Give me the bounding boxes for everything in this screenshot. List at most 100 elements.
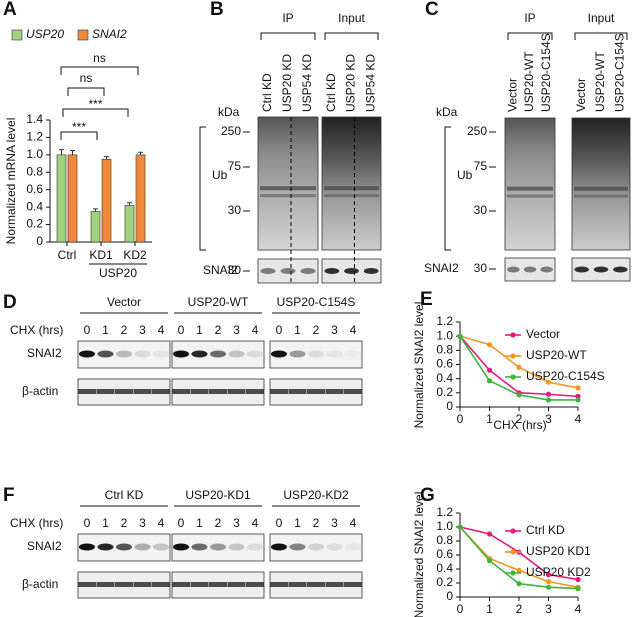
snai2-band [97,350,114,358]
time-value: 4 [350,516,357,530]
data-point [486,378,493,384]
data-point [545,391,552,397]
actin-band [172,389,190,394]
legend-label: Vector [526,327,560,341]
y-tick-label: 0 [446,589,453,603]
data-point [575,586,581,592]
marker-label: 30 [228,203,242,217]
panel-letter: D [3,292,17,313]
x-tick-label: 3 [545,602,552,616]
legend-label: USP20 [26,27,64,41]
y-tick-label: 1.2 [26,130,43,144]
probe-band [507,266,520,273]
legend-swatch [77,29,89,41]
x-tick-label: 2 [516,412,523,426]
lane-label: USP54 KD [300,54,314,112]
probe-band [593,266,609,273]
data-point [486,531,493,537]
snai2-blot [269,340,363,369]
legend-label: SNAI2 [92,27,127,41]
actin-band [288,582,307,587]
snai2-band [79,543,95,551]
blot-band [507,186,553,191]
blot-band [507,194,553,198]
marker-label: 250 [467,124,487,138]
y-tick-label: 0.4 [436,371,453,385]
probe-band [300,268,316,274]
probe-band [363,268,379,274]
y-tick-label: 0.8 [26,164,43,178]
bar [56,154,67,243]
time-label: CHX (hrs) [10,516,63,530]
group-bracket [574,32,628,40]
error-bar [59,149,64,155]
data-point [486,367,493,373]
group-label: USP20-WT [188,295,249,309]
probe-band [260,268,276,274]
actin-band [209,389,227,394]
marker-label: 30 [474,261,488,275]
legend-label: USP20-C154S [526,369,605,383]
blot-band [260,194,316,198]
snai2-blot [269,533,363,562]
actin-band [270,389,288,394]
lane-label: USP20-WT [522,51,536,112]
time-value: 3 [233,516,240,530]
x-tick-label: 0 [457,412,464,426]
data-point [575,397,581,403]
error-bar [93,208,98,212]
marker-label: 250 [221,124,241,138]
snai2-band [345,351,361,358]
probe-label: SNAI2 [424,261,459,275]
actin-band [96,582,115,587]
time-value: 4 [252,323,259,337]
y-tick-label: 0.2 [26,217,43,231]
time-value: 0 [84,323,91,337]
legend-marker [510,353,516,359]
data-point [575,385,581,391]
y-axis-title: Normalized SNAI2 level [412,302,426,429]
lane-label: USP20-C154S [613,33,627,112]
time-value: 1 [294,323,301,337]
y-tick-label: 1.0 [436,328,453,342]
actin-band [133,389,152,394]
y-tick-label: 0.8 [436,533,453,547]
group-bracket [260,32,316,40]
actin-band [344,582,362,587]
time-value: 2 [313,516,320,530]
y-tick-label: 1.4 [26,112,43,126]
snai2-band [271,350,287,358]
y-tick-label: 1.0 [26,147,43,161]
time-value: 2 [121,516,128,530]
y-tick-label: 0.8 [436,343,453,357]
time-value: 0 [276,516,283,530]
snai2-band [247,543,263,551]
group-label: USP20-KD2 [283,488,349,502]
actin-band [115,582,133,587]
data-point [516,581,522,587]
data-point [457,524,463,530]
actin-band [344,389,362,394]
data-point [516,364,522,370]
x-tick-label: 3 [545,412,552,426]
marker-label: 30 [474,203,488,217]
actin-band [246,389,264,394]
x-tick-label: 2 [516,602,523,616]
snai2-band [134,543,151,551]
y-tick-label: 1.0 [436,519,453,533]
probe-band [523,266,537,273]
y-tick-label: 0.2 [436,575,453,589]
actin-band [115,389,133,394]
snai2-band [308,543,324,551]
snai2-band [210,543,226,551]
probe-band [280,268,296,274]
probe-band [540,266,553,273]
legend-marker [510,528,516,534]
significance-label: ns [80,71,93,85]
snai2-band [153,543,169,551]
time-value: 4 [252,516,259,530]
row-label: SNAI2 [27,539,62,553]
legend-label: USP20-WT [526,348,587,362]
legend-label: USP20 KD1 [526,544,591,558]
ub-blot [257,116,319,251]
